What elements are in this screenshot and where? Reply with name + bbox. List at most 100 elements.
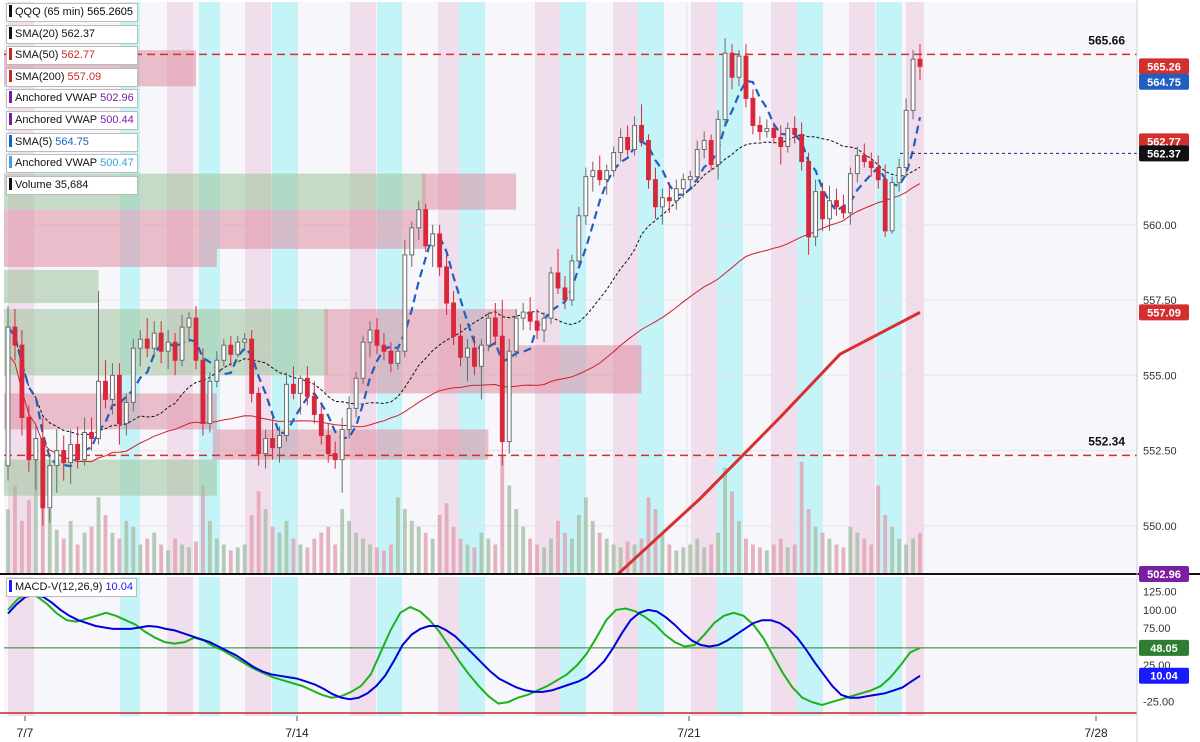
level-label: 565.66 [1088, 33, 1125, 47]
candle-body [416, 209, 422, 229]
candle-body [297, 377, 303, 394]
candle-body [673, 188, 679, 202]
candle-body [583, 176, 589, 217]
volume-bar [904, 544, 908, 574]
legend-swatch [9, 112, 12, 125]
price-label-text: 502.96 [1147, 569, 1181, 581]
session-band [459, 577, 485, 716]
candle-body [263, 438, 269, 455]
volume-bar [228, 550, 233, 574]
volume-bar [897, 538, 902, 574]
legend-swatch [9, 134, 12, 147]
volume-bar [242, 544, 247, 574]
legend-swatch [9, 156, 12, 169]
candle-body [534, 320, 540, 331]
candle-body [130, 347, 136, 403]
candle-body [611, 152, 617, 172]
legend-item-sma20[interactable]: SMA(20) 562.37 [6, 24, 138, 44]
session-band [638, 2, 664, 574]
candle-body [736, 55, 742, 78]
volume-bar [611, 544, 616, 574]
price-label: 557.09 [1139, 304, 1189, 321]
volume-bar [549, 538, 553, 574]
candle-body [33, 438, 39, 461]
legend-item-avwap-3[interactable]: Anchored VWAP 500.47 [6, 154, 138, 174]
candle-body [110, 374, 115, 400]
volume-bar [883, 515, 888, 574]
candle-body [569, 260, 575, 301]
session-band [797, 577, 823, 716]
legend-item-avwap-1[interactable]: Anchored VWAP 502.96 [6, 89, 138, 109]
candle-body [186, 317, 192, 328]
candle-body [54, 450, 60, 467]
candle-body [792, 127, 798, 135]
candle-body [827, 200, 832, 220]
volume-bar [792, 544, 797, 574]
candle-body [12, 326, 18, 346]
session-band [613, 577, 638, 716]
legend-item-sma50[interactable]: SMA(50) 562.77 [6, 46, 138, 66]
price-tick-label: 560.00 [1143, 220, 1177, 232]
volume-bar [326, 526, 331, 574]
volume-profile-band [4, 209, 426, 249]
volume-bar [402, 509, 407, 574]
legend-item-volume[interactable]: Volume 35,684 [6, 175, 138, 195]
candle-body [26, 416, 32, 461]
volume-bar [131, 526, 136, 574]
candle-body [576, 215, 582, 262]
candle-body [61, 450, 67, 464]
candle-body [214, 359, 220, 382]
session-band [377, 577, 402, 716]
candle-body [757, 124, 763, 132]
candle-body [82, 432, 87, 461]
legend-item-value: 562.37 [61, 27, 96, 40]
candle-body [854, 155, 860, 175]
candlesticks [5, 38, 923, 526]
legend-symbol[interactable]: QQQ (65 min) 565.2605 [6, 3, 138, 22]
volume-bar [542, 547, 546, 574]
volume-bar [730, 491, 734, 574]
volume-bar [166, 550, 171, 574]
volume-bar [96, 497, 101, 574]
volume-bar [479, 532, 484, 574]
candle-body [235, 341, 241, 355]
legend-item-avwap-2[interactable]: Anchored VWAP 500.44 [6, 110, 138, 130]
volume-bar [249, 515, 254, 574]
volume-bar [437, 515, 442, 574]
volume-bar [54, 529, 59, 574]
legend-item-value: 557.09 [67, 70, 102, 83]
legend-item-sma200[interactable]: SMA(200) 557.09 [6, 67, 138, 87]
price-label: 502.96 [1139, 566, 1189, 582]
volume-bar [194, 541, 198, 574]
candle-body [221, 344, 227, 361]
legend-item-value: 562.77 [61, 49, 96, 62]
volume-bar [187, 547, 191, 574]
volume-bar [841, 547, 846, 574]
candle-body [381, 344, 387, 352]
candle-body [639, 124, 644, 141]
volume-bar [340, 509, 345, 574]
candle-body [841, 206, 846, 214]
legend-symbol-value: 565.26 [87, 6, 121, 18]
candle-body [472, 347, 477, 367]
legend-item-value: 564.75 [55, 135, 89, 148]
volume-bar [33, 456, 38, 574]
session-band [717, 577, 743, 716]
price-label-text: 565.26 [1147, 61, 1181, 73]
legend-swatch [9, 91, 12, 104]
candle-body [562, 287, 568, 301]
macd-panel [4, 592, 1137, 707]
candle-body [785, 127, 791, 148]
candle-body [242, 338, 248, 343]
candle-body [778, 136, 784, 148]
candle-body [813, 191, 818, 238]
legend-item-sma5[interactable]: SMA(5) 564.75 [6, 132, 138, 152]
volume-bar [20, 520, 24, 574]
volume-bar [68, 520, 73, 574]
price-label-box [1139, 566, 1189, 582]
x-tick-label: 7/28 [1084, 726, 1108, 740]
price-label-text: 562.37 [1147, 148, 1181, 160]
legend-item-macd[interactable]: MACD-V(12,26,9) 10.04 [6, 578, 137, 597]
volume-bar [723, 467, 727, 574]
